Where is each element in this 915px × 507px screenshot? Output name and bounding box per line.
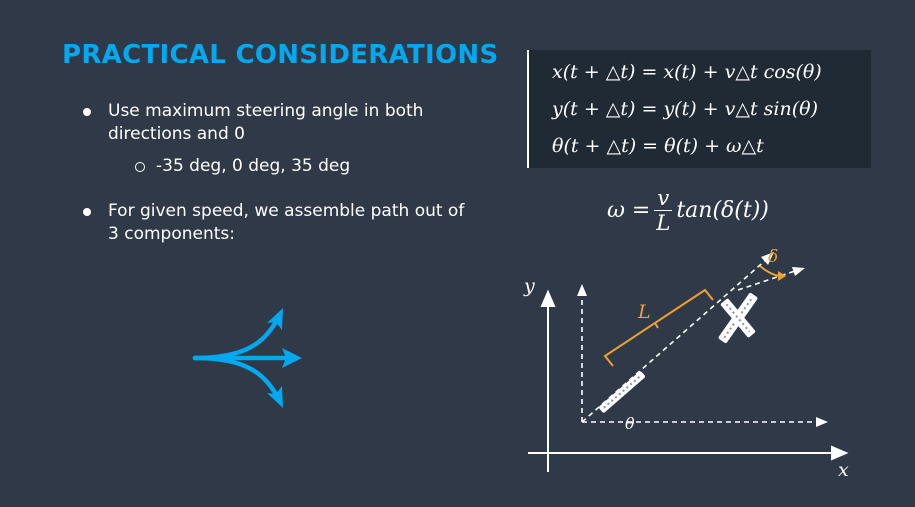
omega-rhs: tan(δ(t)) bbox=[676, 198, 769, 223]
wheelbase-label: L bbox=[637, 301, 651, 323]
steering-direction-line bbox=[737, 269, 799, 291]
sub-bullet-angles: -35 deg, 0 deg, 35 deg bbox=[108, 155, 480, 178]
wheelbase-bracket bbox=[603, 288, 714, 367]
y-axis-arrowhead bbox=[540, 289, 556, 307]
y-axis-label: y bbox=[523, 275, 535, 297]
x-axis-arrowhead bbox=[831, 445, 849, 461]
bullet-steering-angle-text: Use maximum steering angle in both direc… bbox=[108, 101, 424, 144]
slide-title: PRACTICAL CONSIDERATIONS bbox=[62, 40, 499, 70]
bullet-list: Use maximum steering angle in both direc… bbox=[80, 100, 480, 246]
equation-x-update: x(t + △t) = x(t) + v△t cos(θ) bbox=[552, 61, 822, 83]
rear-wheel bbox=[599, 371, 645, 413]
three-way-split-arrow-icon bbox=[192, 308, 302, 408]
x-axis-label: x bbox=[838, 459, 849, 481]
equation-theta-update: θ(t + △t) = θ(t) + ω△t bbox=[552, 135, 764, 157]
omega-lhs: ω = bbox=[607, 198, 651, 223]
bicycle-model-diagram: y x θ L δ bbox=[523, 247, 849, 481]
omega-denominator: L bbox=[654, 210, 673, 235]
equation-y-update: y(t + △t) = y(t) + v△t sin(θ) bbox=[552, 98, 818, 120]
heading-angle-label: θ bbox=[625, 414, 635, 433]
steering-angle-label: δ bbox=[768, 247, 778, 267]
bullet-assemble-path: For given speed, we assemble path out of… bbox=[80, 200, 480, 246]
omega-fraction: v L bbox=[654, 186, 673, 235]
omega-numerator: v bbox=[657, 186, 670, 210]
bullet-steering-angle: Use maximum steering angle in both direc… bbox=[80, 100, 480, 178]
kinematics-equations-box: x(t + △t) = x(t) + v△t cos(θ) y(t + △t) … bbox=[527, 50, 871, 168]
front-wheel-cross bbox=[720, 298, 756, 338]
omega-equation: ω = v L tan(δ(t)) bbox=[607, 186, 769, 235]
